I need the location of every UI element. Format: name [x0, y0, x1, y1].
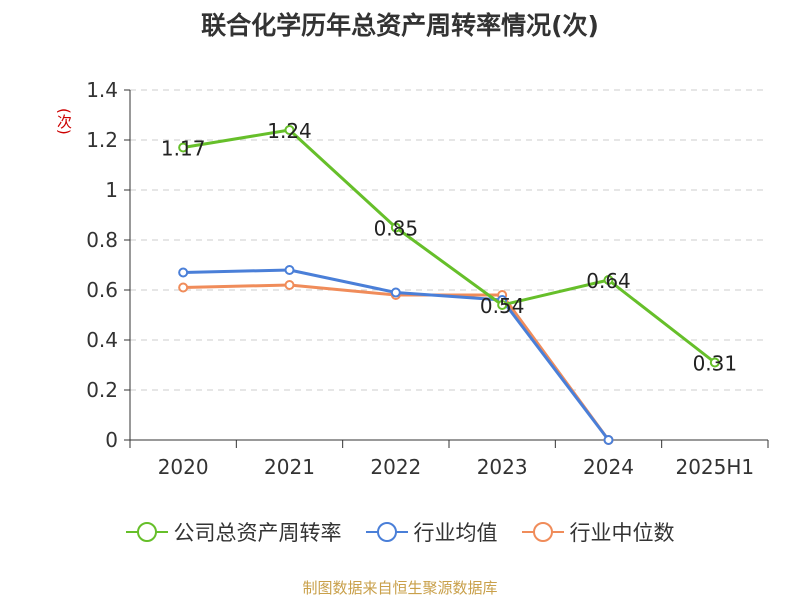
data-point-0: [178, 142, 189, 153]
legend-swatch-company: [125, 522, 168, 542]
y-axis-unit: (次): [55, 108, 73, 135]
data-label: 0.54: [480, 294, 525, 318]
y-tick-label: 1.4: [86, 78, 118, 102]
data-point-0: [497, 300, 508, 310]
y-tick-label: 1.2: [86, 128, 118, 152]
x-tick-label: 2024: [583, 455, 634, 479]
y-tick-label: 0.6: [86, 278, 118, 302]
x-tick-label: 2021: [264, 455, 315, 479]
data-point-1: [178, 267, 189, 278]
data-label: 1.24: [267, 119, 312, 143]
y-tick-label: 0: [105, 428, 118, 452]
series-line-2: [183, 283, 610, 441]
x-tick-label: 2023: [477, 455, 528, 479]
y-tick-label: 0.2: [86, 378, 118, 402]
series-line-0: [182, 128, 716, 364]
data-label: 0.85: [374, 217, 419, 241]
legend-swatch-industry-median: [521, 522, 564, 542]
data-point-2: [284, 280, 295, 290]
data-point-1: [390, 287, 401, 298]
data-point-0: [390, 222, 401, 233]
y-tick-label: 0.4: [86, 328, 118, 352]
legend-item-industry-median[interactable]: 行业中位数: [521, 517, 675, 547]
data-point-0: [603, 275, 614, 285]
y-tick-label: 1: [105, 178, 118, 202]
data-label: 0.31: [693, 352, 738, 376]
data-point-0: [709, 357, 720, 368]
chart-title: 联合化学历年总资产周转率情况(次): [201, 11, 599, 40]
data-point-2: [178, 282, 189, 293]
y-tick-label: 0.8: [86, 228, 118, 252]
data-label: 1.17: [161, 137, 206, 161]
data-label: 0.64: [586, 269, 631, 293]
data-point-0: [284, 125, 295, 135]
legend-label-industry-median: 行业中位数: [569, 521, 675, 545]
legend-label-industry-mean: 行业均值: [413, 521, 498, 545]
source-note: 制图数据来自恒生聚源数据库: [302, 579, 498, 597]
legend-item-industry-mean[interactable]: 行业均值: [365, 517, 498, 547]
x-tick-label: 2020: [158, 455, 209, 479]
legend-item-company[interactable]: 公司总资产周转率: [125, 517, 342, 547]
data-point-1: [284, 265, 295, 275]
x-tick-label: 2025H1: [675, 455, 754, 479]
data-point-1: [603, 435, 614, 445]
legend-label-company: 公司总资产周转率: [173, 521, 342, 545]
legend-swatch-industry-mean: [365, 522, 408, 542]
legend: 公司总资产周转率 行业均值 行业中位数: [0, 517, 800, 547]
x-tick-label: 2022: [370, 455, 421, 479]
